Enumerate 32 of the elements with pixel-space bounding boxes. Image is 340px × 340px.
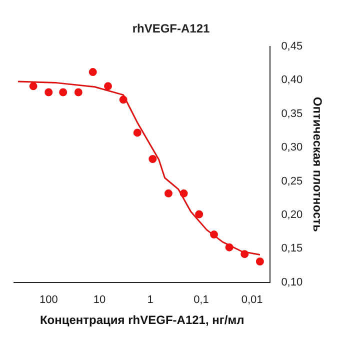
point (240, 250, 249, 258)
point (210, 230, 218, 239)
x-tick-label: 1 (147, 294, 154, 306)
point (148, 155, 157, 164)
x-tick-label: 10 (93, 294, 106, 306)
y-tick-label: 0,10 (281, 276, 303, 288)
x-axis-title: Концентрация rhVEGF-A121, нг/мл (40, 313, 244, 328)
y-tick-label: 0,45 (281, 40, 303, 52)
y-axis-title: Оптическая плотность (310, 96, 324, 232)
y-tick-label: 0,35 (281, 108, 303, 120)
x-tick-label: 100 (39, 294, 58, 306)
point (59, 88, 68, 96)
point (104, 82, 112, 90)
point (256, 257, 264, 266)
point (88, 68, 97, 76)
x-tick-label: 0,1 (194, 294, 209, 306)
y-tick-label: 0,40 (281, 74, 303, 86)
point (74, 88, 82, 96)
point (133, 128, 142, 137)
point (195, 210, 204, 218)
point (29, 82, 38, 90)
y-tick-label: 0,25 (281, 175, 303, 188)
point (44, 88, 53, 96)
x-tick-label: 0,01 (241, 294, 263, 306)
chart-title: rhVEGF-A121 (132, 22, 210, 36)
y-tick-label: 0,30 (281, 142, 303, 154)
point (180, 189, 188, 198)
point (164, 189, 172, 198)
y-tick-label: 0,15 (281, 242, 303, 255)
y-tick-label: 0,20 (281, 209, 303, 222)
point (119, 96, 128, 104)
point (225, 243, 234, 252)
